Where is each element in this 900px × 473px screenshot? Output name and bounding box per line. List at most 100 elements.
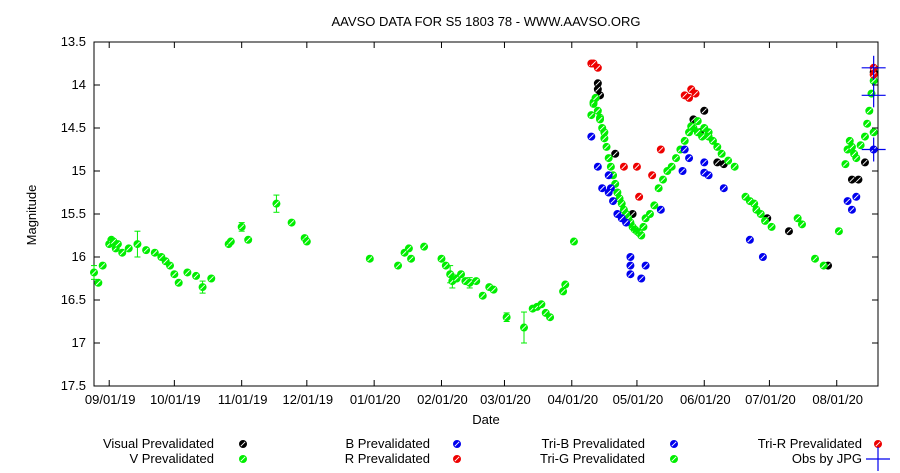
- v-prevalidated-point: [613, 188, 622, 197]
- v-prevalidated-point: [226, 237, 235, 246]
- b-prevalidated-point: [641, 261, 650, 270]
- v-prevalidated-point: [394, 261, 403, 270]
- tri-b-prevalidated-point: [704, 171, 713, 180]
- x-tick-label: 02/01/20: [417, 392, 468, 407]
- v-prevalidated-point: [183, 268, 192, 277]
- y-tick-label: 15: [72, 163, 86, 178]
- axis-ticks: 13.5 14 14.5 15 15.5 16 16.5 17 17.509/01/19 10/0…: [61, 34, 878, 407]
- v-prevalidated-point: [834, 227, 843, 236]
- x-tick-label: 05/01/20: [613, 392, 664, 407]
- visual-prevalidated-point: [700, 106, 709, 115]
- v-prevalidated-point: [404, 244, 413, 253]
- tri-b-prevalidated-point: [587, 132, 596, 141]
- b-prevalidated-point: [626, 270, 635, 279]
- tri-g-prevalidated-point: [869, 128, 878, 137]
- x-tick-label: 10/01/19: [150, 392, 201, 407]
- v-prevalidated-point: [852, 154, 861, 163]
- v-prevalidated-point: [457, 270, 466, 279]
- legend-label: Tri-G Prevalidated: [540, 451, 645, 466]
- r-prevalidated-point: [685, 93, 694, 102]
- v-prevalidated-point: [489, 285, 498, 294]
- v-prevalidated-point: [767, 222, 776, 231]
- r-prevalidated-point: [648, 171, 657, 180]
- v-prevalidated-point: [133, 240, 142, 249]
- v-prevalidated-point: [537, 300, 546, 309]
- v-prevalidated-point: [604, 154, 613, 163]
- legend-label: Tri-B Prevalidated: [541, 436, 645, 451]
- v-prevalidated-point: [407, 254, 416, 263]
- r-prevalidated-point: [632, 162, 641, 171]
- v-prevalidated-point: [465, 278, 474, 287]
- b-prevalidated-point: [626, 261, 635, 270]
- v-prevalidated-point: [730, 162, 739, 171]
- tri-g-prevalidated-point: [600, 128, 609, 137]
- v-prevalidated-point: [724, 156, 733, 165]
- x-tick-label: 06/01/20: [680, 392, 731, 407]
- v-prevalidated-point: [602, 142, 611, 151]
- x-tick-label: 04/01/20: [547, 392, 598, 407]
- v-prevalidated-point: [446, 270, 455, 279]
- v-prevalidated-point: [847, 142, 856, 151]
- legend-marker: [866, 447, 890, 471]
- tri-g-prevalidated-point: [693, 117, 702, 126]
- v-prevalidated-point: [272, 199, 281, 208]
- b-prevalidated-point: [758, 252, 767, 261]
- v-prevalidated-point: [680, 136, 689, 145]
- v-prevalidated-point: [90, 268, 99, 277]
- v-prevalidated-point: [717, 149, 726, 158]
- visual-prevalidated-point: [854, 175, 863, 184]
- v-prevalidated-point: [667, 162, 676, 171]
- obs-by-jpg-point: [861, 83, 886, 108]
- v-prevalidated-point: [793, 214, 802, 223]
- legend-label: R Prevalidated: [345, 451, 430, 466]
- visual-prevalidated-point: [784, 227, 793, 236]
- legend-label: V Prevalidated: [129, 451, 214, 466]
- v-prevalidated-point: [761, 216, 770, 225]
- b-prevalidated-point: [678, 166, 687, 175]
- b-prevalidated-point: [604, 171, 613, 180]
- r-prevalidated-point: [619, 162, 628, 171]
- b-prevalidated-point: [609, 197, 618, 206]
- x-tick-label: 08/01/20: [812, 392, 863, 407]
- v-prevalidated-point: [420, 242, 429, 251]
- b-prevalidated-point: [685, 154, 694, 163]
- v-prevalidated-point: [645, 209, 654, 218]
- v-prevalidated-point: [637, 231, 646, 240]
- b-prevalidated-point: [745, 235, 754, 244]
- v-prevalidated-point: [606, 162, 615, 171]
- visual-prevalidated-point: [860, 158, 869, 167]
- v-prevalidated-point: [713, 142, 722, 151]
- b-prevalidated-point: [656, 205, 665, 214]
- y-tick-label: 16: [72, 249, 86, 264]
- v-prevalidated-point: [856, 141, 865, 150]
- x-tick-label: 11/01/19: [218, 392, 268, 407]
- v-prevalidated-point: [174, 278, 183, 287]
- y-tick-label: 14.5: [61, 120, 86, 135]
- v-prevalidated-point: [142, 246, 151, 255]
- visual-prevalidated-point: [713, 158, 722, 167]
- legend-marker: [452, 439, 461, 448]
- legend-marker: [874, 439, 883, 448]
- v-prevalidated-point: [658, 175, 667, 184]
- tri-b-prevalidated-point: [604, 188, 613, 197]
- v-prevalidated-point: [520, 323, 529, 332]
- tri-b-prevalidated-point: [700, 158, 709, 167]
- tri-r-prevalidated-point: [593, 63, 602, 72]
- tri-g-prevalidated-point: [704, 132, 713, 141]
- r-prevalidated-point: [656, 145, 665, 154]
- v-prevalidated-point: [437, 254, 446, 263]
- v-prevalidated-point: [841, 160, 850, 169]
- y-tick-label: 17: [72, 335, 86, 350]
- v-prevalidated-point: [287, 218, 296, 227]
- x-tick-label: 01/01/20: [350, 392, 401, 407]
- visual-prevalidated-point: [593, 79, 602, 88]
- b-prevalidated-point: [626, 252, 635, 261]
- v-prevalidated-point: [561, 280, 570, 289]
- legend-marker: [670, 454, 679, 463]
- legend-label: B Prevalidated: [345, 436, 430, 451]
- v-prevalidated-point: [441, 261, 450, 270]
- b-prevalidated-point: [843, 197, 852, 206]
- b-prevalidated-point: [637, 274, 646, 283]
- x-tick-label: 03/01/20: [480, 392, 531, 407]
